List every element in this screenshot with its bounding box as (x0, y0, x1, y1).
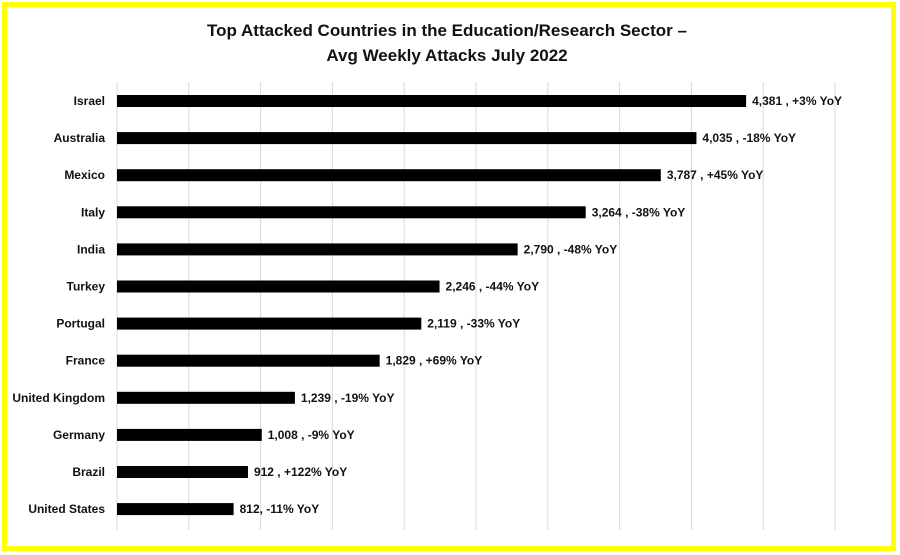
category-label: United Kingdom (12, 391, 105, 405)
chart-title-line1: Top Attacked Countries in the Education/… (207, 21, 687, 40)
bar (117, 206, 586, 219)
data-label: 2,790 , -48% YoY (524, 242, 618, 256)
category-label: United States (28, 502, 105, 516)
data-label: 2,246 , -44% YoY (446, 280, 540, 294)
category-label: Brazil (72, 465, 105, 479)
data-label: 812, -11% YoY (240, 502, 320, 516)
grid-lines (116, 82, 836, 530)
data-label: 4,381 , +3% YoY (752, 94, 842, 108)
category-label: Germany (53, 428, 105, 442)
bar (117, 428, 262, 441)
category-label: India (77, 242, 105, 256)
bar (117, 280, 440, 293)
chart-title-line2: Avg Weekly Attacks July 2022 (326, 46, 568, 65)
data-label: 1,829 , +69% YoY (386, 354, 483, 368)
bar (117, 169, 661, 182)
data-label: 1,008 , -9% YoY (268, 428, 355, 442)
bar (117, 354, 380, 367)
bar (117, 466, 248, 478)
category-label: Australia (54, 131, 106, 145)
bar (117, 503, 234, 516)
bar (117, 132, 697, 145)
bar (117, 243, 518, 256)
data-label: 3,264 , -38% YoY (592, 205, 686, 219)
chart-title: Top Attacked Countries in the Education/… (0, 18, 894, 68)
category-label: Israel (74, 94, 105, 108)
category-label: Italy (81, 205, 105, 219)
bar (117, 391, 295, 404)
bar (117, 95, 747, 107)
data-label: 4,035 , -18% YoY (702, 131, 796, 145)
bar (117, 317, 422, 330)
data-label: 912 , +122% YoY (254, 465, 347, 479)
category-label: Portugal (56, 317, 105, 331)
data-labels: 4,381 , +3% YoY 4,035 , -18% YoY 3,787 , +… (240, 94, 842, 516)
category-labels: Israel Australia Mexico Italy India Turkey Por… (12, 94, 105, 516)
category-label: Turkey (67, 280, 106, 294)
data-label: 1,239 , -19% YoY (301, 391, 395, 405)
category-label: Mexico (64, 168, 105, 182)
category-label: France (66, 354, 106, 368)
data-label: 3,787 , +45% YoY (667, 168, 764, 182)
bars (117, 95, 747, 516)
data-label: 2,119 , -33% YoY (427, 317, 520, 331)
